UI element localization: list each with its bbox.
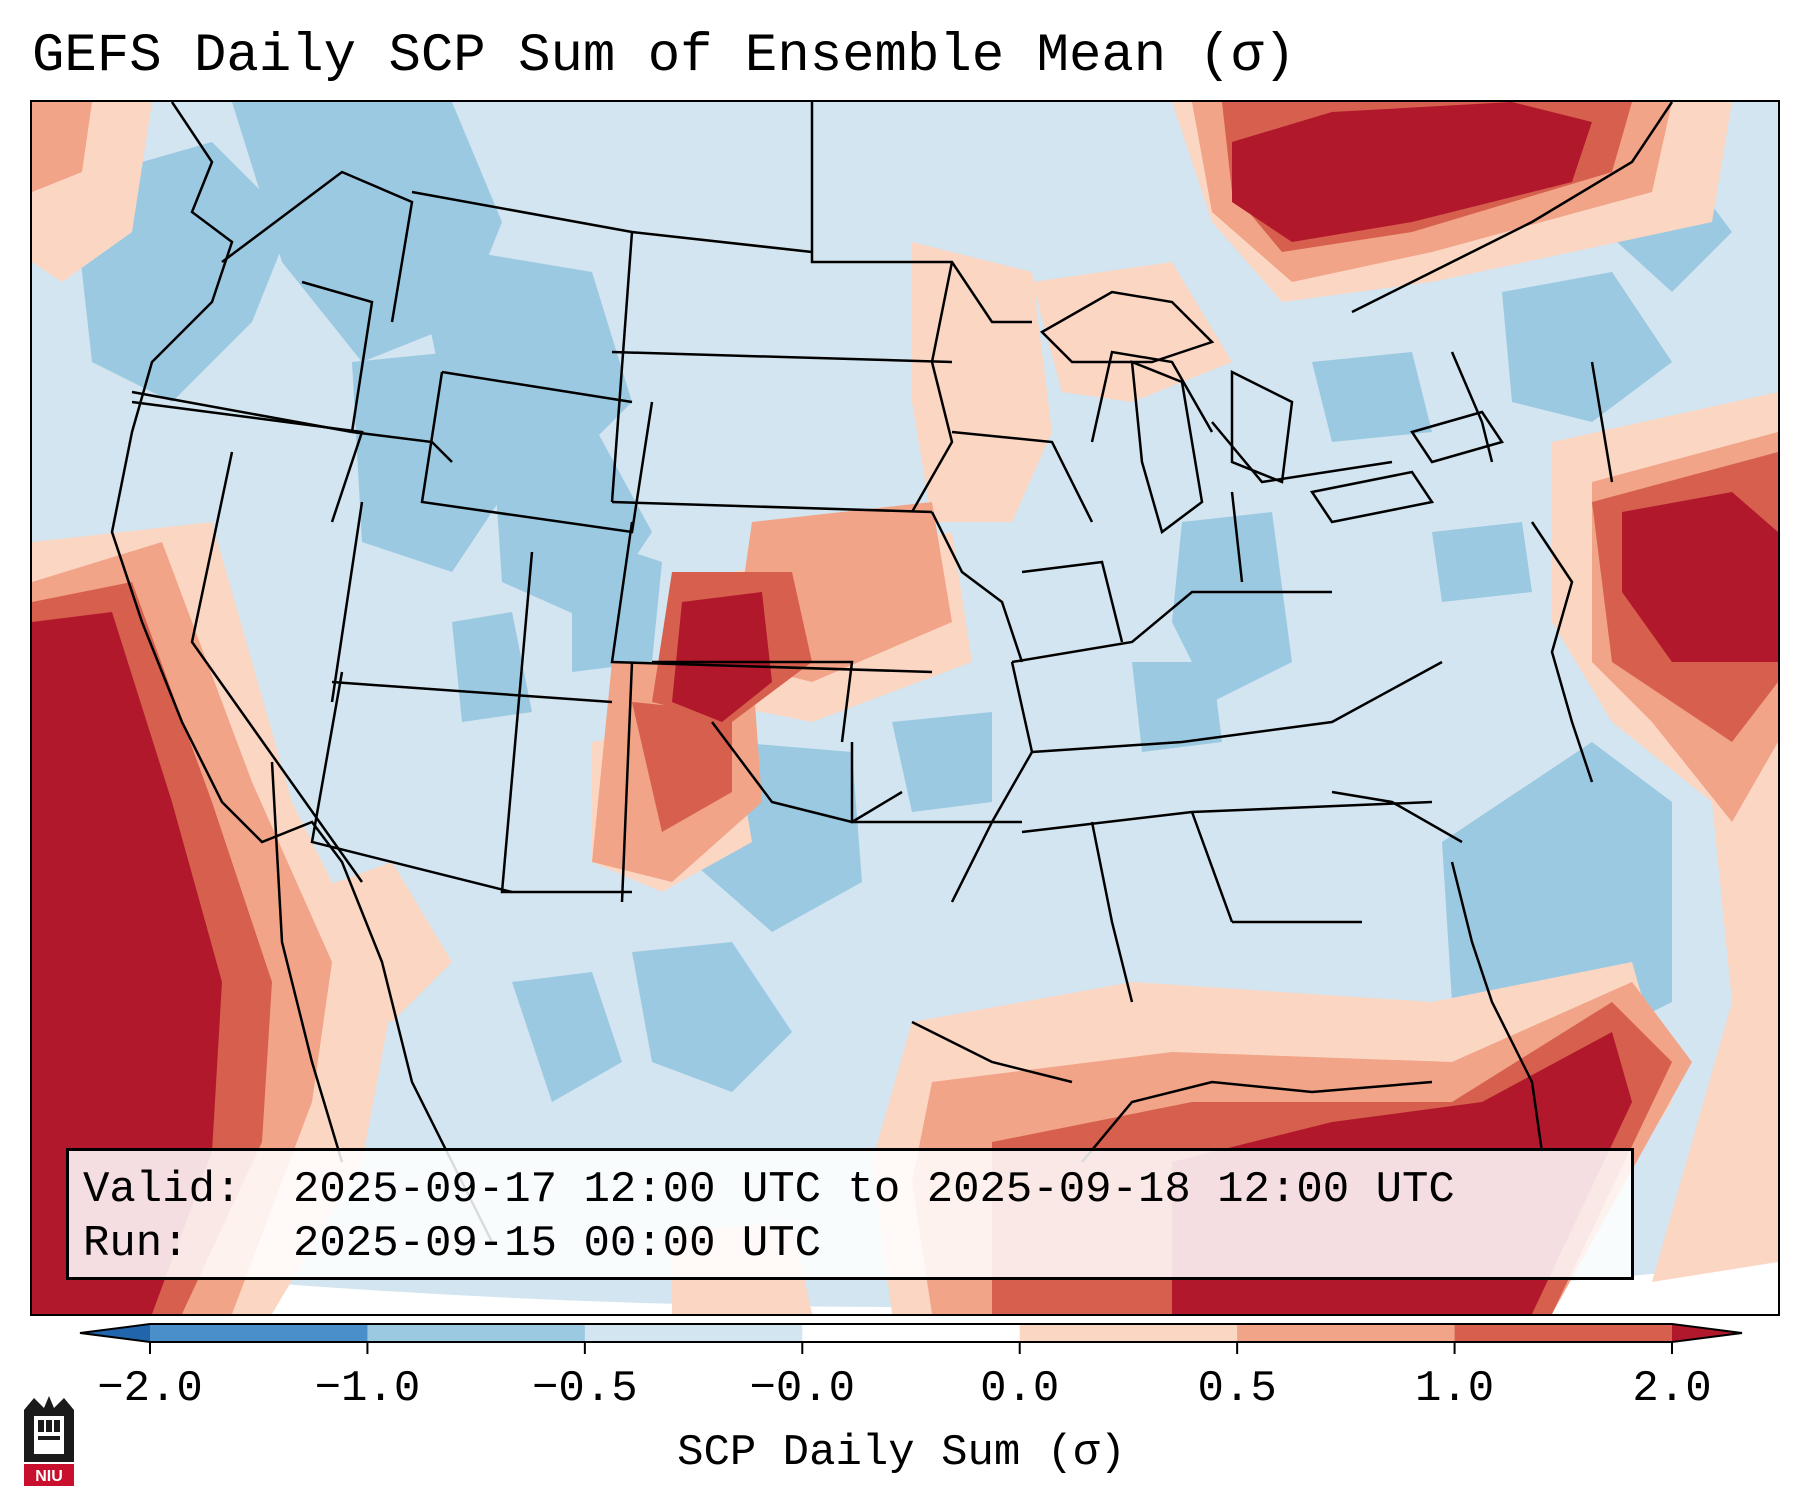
colorbar-tick-label-4: 0.0 — [980, 1364, 1060, 1414]
colorbar-tick-label-3: −0.0 — [749, 1364, 856, 1414]
colorbar-tick-label-1: −1.0 — [314, 1364, 421, 1414]
colorbar-tick-label-5: 0.5 — [1197, 1364, 1277, 1414]
colorbar-title: SCP Daily Sum (σ) — [677, 1428, 1126, 1478]
colorbar-segment-1 — [367, 1324, 586, 1342]
colorbar-segments — [79, 1323, 1743, 1343]
niu-logo-icon: NIU — [24, 1396, 74, 1486]
colorbar-segment-5 — [1237, 1324, 1456, 1342]
colorbar-tick-label-0: −2.0 — [97, 1364, 203, 1414]
map-panel — [30, 100, 1780, 1316]
colorbar-ticks — [149, 1342, 1673, 1354]
colorbar-segment-0 — [150, 1324, 368, 1342]
scp-anomaly-map — [32, 102, 1778, 1314]
run-time-line: Run: 2025-09-15 00:00 UTC — [83, 1217, 1617, 1271]
colorbar-segment-4 — [1019, 1324, 1238, 1342]
run-label: Run: — [83, 1219, 189, 1269]
colorbar-extend-high — [1672, 1324, 1742, 1342]
colorbar-tick-label-6: 1.0 — [1414, 1364, 1495, 1414]
logo-text: NIU — [35, 1468, 63, 1485]
colorbar-extend-low — [80, 1324, 150, 1342]
great-lakes — [1039, 290, 1504, 535]
valid-value: 2025-09-17 12:00 UTC to 2025-09-18 12:00… — [293, 1165, 1455, 1215]
chart-title: GEFS Daily SCP Sum of Ensemble Mean (σ) — [32, 26, 1296, 87]
valid-time-line: Valid: 2025-09-17 12:00 UTC to 2025-09-1… — [83, 1163, 1617, 1217]
state-boundaries — [110, 102, 1674, 1243]
run-info-box: Valid: 2025-09-17 12:00 UTC to 2025-09-1… — [66, 1148, 1634, 1280]
colorbar-tick-label-7: 2.0 — [1632, 1364, 1712, 1414]
valid-label: Valid: — [83, 1165, 242, 1215]
colorbar — [79, 1323, 1743, 1354]
colorbar-segment-3 — [802, 1324, 1021, 1342]
colorbar-segment-6 — [1454, 1324, 1673, 1342]
colorbar-segment-2 — [584, 1324, 803, 1342]
colorbar-tick-label-2: −0.5 — [532, 1364, 638, 1414]
run-value: 2025-09-15 00:00 UTC — [293, 1219, 822, 1269]
